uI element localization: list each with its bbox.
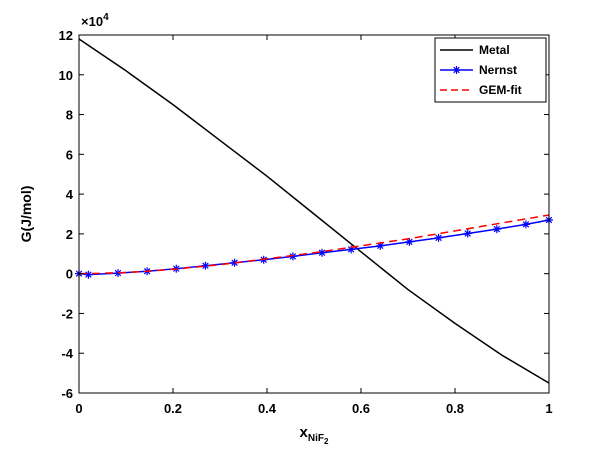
data-point-nernst <box>317 248 326 257</box>
y-axis-label: G(J/mol) <box>18 186 34 243</box>
data-point-nernst <box>84 270 93 279</box>
y-tick-label: 10 <box>59 68 73 83</box>
data-point-nernst <box>521 220 530 229</box>
y-exponent-label: ×104 <box>81 12 109 29</box>
y-tick-label: 6 <box>66 147 73 162</box>
data-point-nernst <box>201 261 210 270</box>
legend-label-gem-fit: GEM-fit <box>479 83 522 97</box>
x-tick-label: 0.4 <box>258 401 277 416</box>
x-tick-label: 1 <box>545 401 552 416</box>
y-tick-label: 12 <box>59 28 73 43</box>
x-tick-label: 0.2 <box>164 401 182 416</box>
x-tick-label: 0 <box>75 401 82 416</box>
x-tick-label: 0.8 <box>446 401 464 416</box>
data-point-nernst <box>463 229 472 238</box>
data-point-nernst <box>492 225 501 234</box>
x-axis-label: xNiF2 <box>300 424 329 446</box>
y-tick-label: 4 <box>66 187 74 202</box>
data-point-nernst <box>434 233 443 242</box>
x-axis-label-base: x <box>300 424 309 441</box>
x-axis-label-subsub: 2 <box>324 437 329 446</box>
y-tick-label: 8 <box>66 108 73 123</box>
series-line-nernst <box>78 219 550 276</box>
ticks: 0 0.2 0.4 0.6 0.8 1 -6 -4 -2 0 2 4 6 8 10 12 <box>59 28 553 416</box>
y-exponent-power: 4 <box>103 12 109 23</box>
data-point-nernst <box>288 252 297 261</box>
series-line-gem-fit <box>78 214 550 275</box>
x-tick-label: 0.6 <box>352 401 370 416</box>
legend-label-metal: Metal <box>479 43 510 57</box>
y-tick-label: 2 <box>66 227 73 242</box>
legend: Metal Nernst GEM-fit <box>434 37 547 103</box>
y-tick-label: -6 <box>61 386 73 401</box>
plot-frame <box>78 34 550 394</box>
y-exponent-base: ×10 <box>81 14 103 29</box>
y-tick-label: -2 <box>61 306 73 321</box>
series-line-metal <box>78 38 550 384</box>
y-tick-label: 0 <box>66 267 73 282</box>
plot-content <box>75 38 553 384</box>
x-axis-label-sub: NiF <box>308 433 324 444</box>
legend-label-nernst: Nernst <box>479 63 517 77</box>
y-tick-label: -4 <box>61 346 73 361</box>
legend-marker-nernst <box>452 66 461 74</box>
